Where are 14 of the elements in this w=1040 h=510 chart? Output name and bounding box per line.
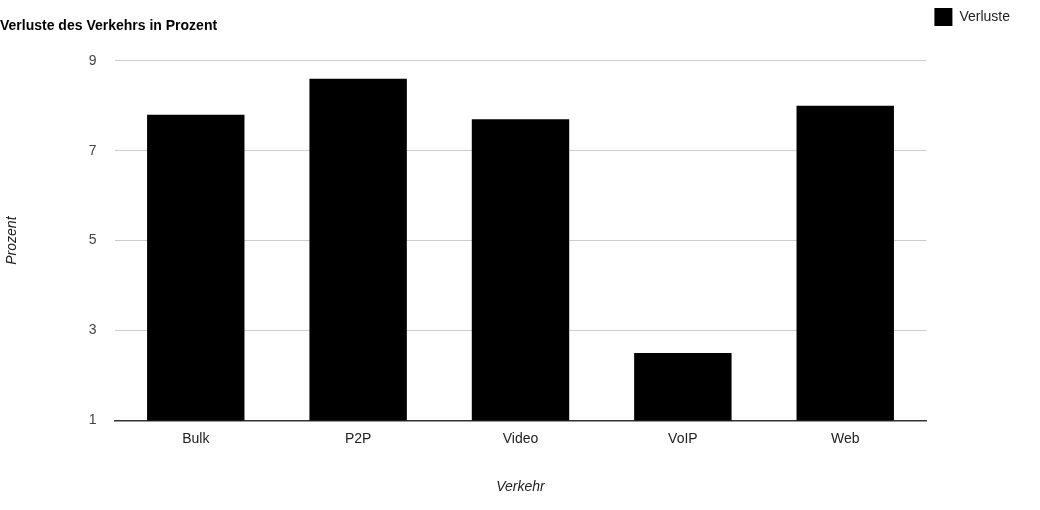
y-tick-label: 9	[88, 51, 97, 68]
legend-label: Verluste	[959, 7, 1011, 24]
x-tick-label: Bulk	[182, 429, 211, 446]
chart-title: Verluste des Verkehrs in Prozent	[0, 17, 218, 34]
x-tick-label: P2P	[344, 429, 372, 446]
y-tick-label: 3	[88, 321, 97, 338]
x-tick-label: Video	[502, 429, 539, 446]
y-tick-label: 1	[88, 411, 97, 428]
x-axis-title: Verkehr	[496, 478, 547, 495]
y-tick-label: 5	[88, 231, 97, 248]
x-tick-label: VoIP	[668, 429, 698, 446]
y-tick-label: 7	[88, 141, 97, 158]
y-axis-title: Prozent	[3, 215, 20, 265]
x-tick-label: Web	[830, 429, 860, 446]
